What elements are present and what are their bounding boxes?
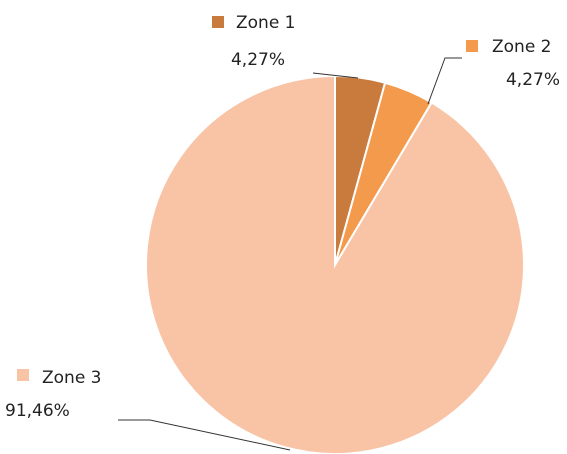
pie (145, 74, 525, 454)
leader-lines (118, 57, 462, 451)
pie-slice (145, 74, 525, 454)
slice-label: 4,27% (506, 70, 560, 90)
leader-line (312, 72, 359, 79)
slice-label: 91,46% (5, 401, 70, 421)
slice-name: Zone 1 (236, 13, 296, 33)
slice-name: Zone 3 (42, 368, 102, 388)
leader-line (118, 419, 291, 451)
leader-line (427, 57, 462, 105)
legend-swatch (17, 369, 29, 381)
legend-swatch (466, 40, 478, 52)
legend-swatch (212, 16, 224, 28)
slice-label: 4,27% (231, 50, 285, 70)
slice-name: Zone 2 (492, 37, 552, 57)
